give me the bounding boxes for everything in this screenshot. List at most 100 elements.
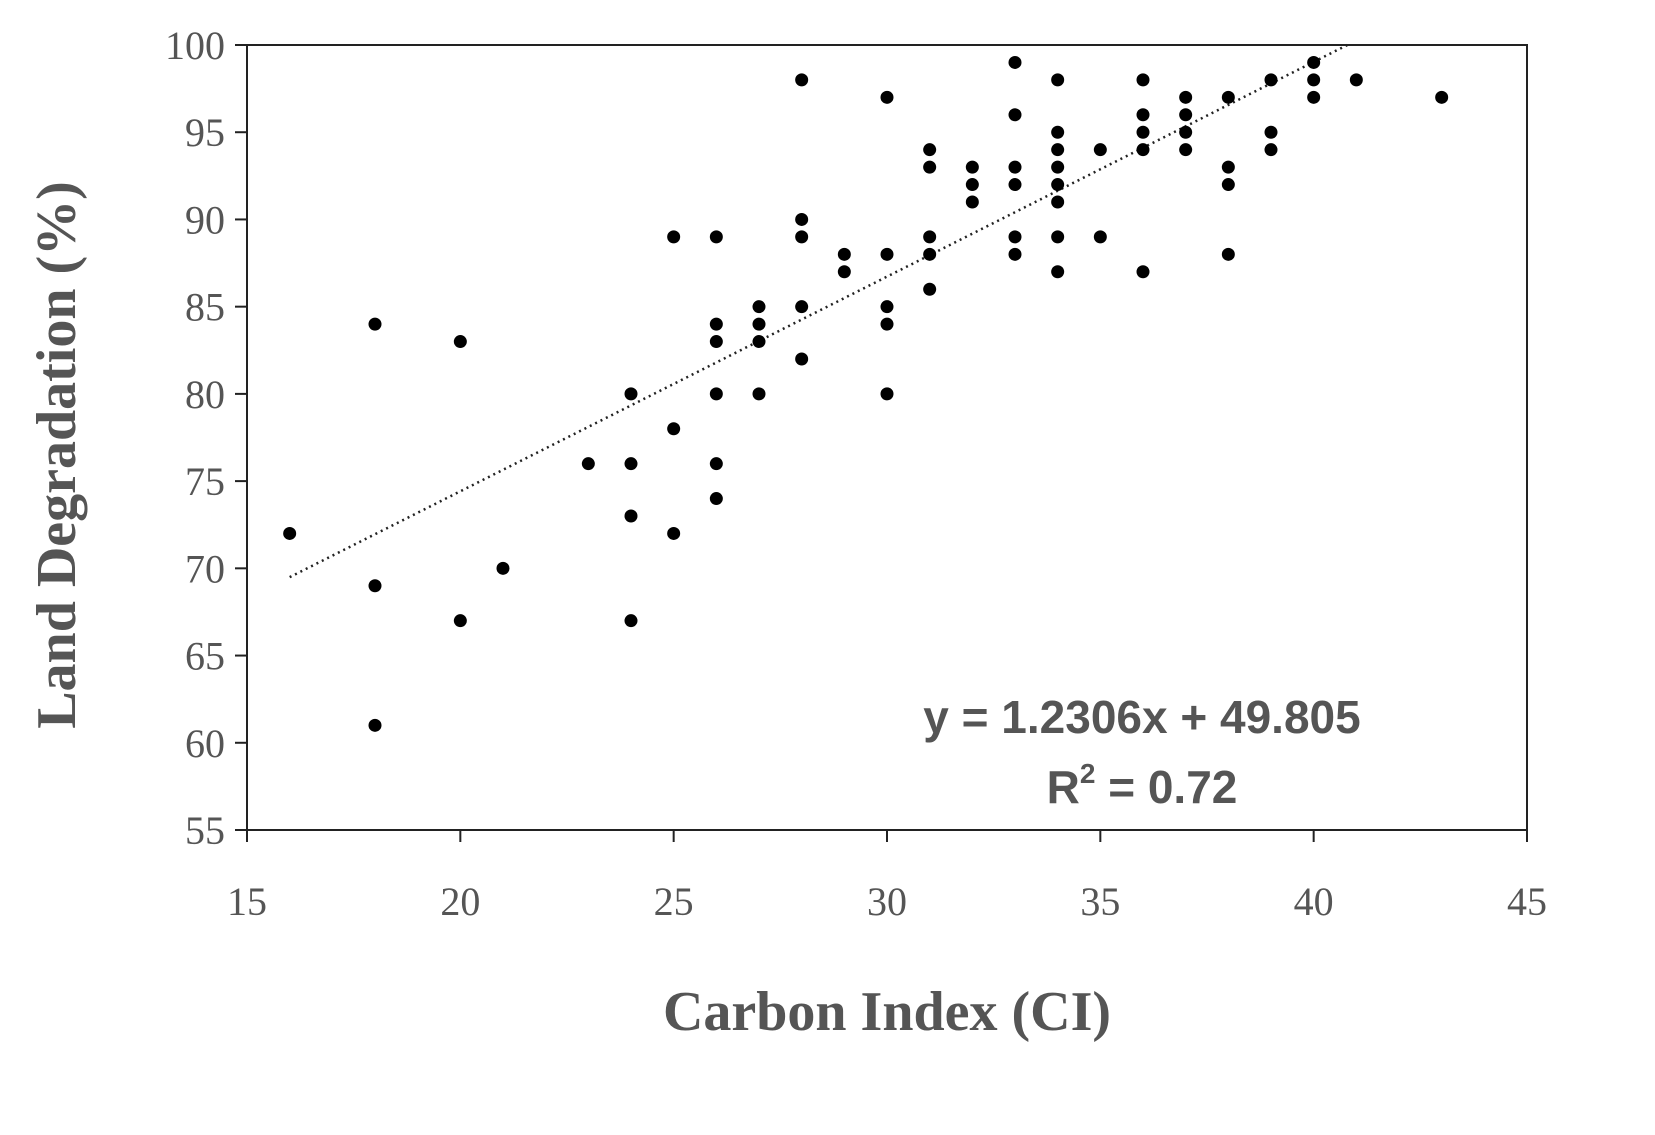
y-tick-label: 85 xyxy=(185,285,225,330)
data-point xyxy=(1051,230,1065,244)
data-point xyxy=(1093,143,1107,157)
data-point xyxy=(837,265,851,279)
data-point xyxy=(1093,230,1107,244)
x-tick-label: 25 xyxy=(654,879,694,924)
data-point xyxy=(923,160,937,174)
data-point xyxy=(1008,247,1022,261)
equation-label: y = 1.2306x + 49.805 xyxy=(923,691,1360,743)
data-point xyxy=(709,457,723,471)
y-tick-label: 95 xyxy=(185,110,225,155)
data-point xyxy=(1051,178,1065,192)
y-tick-label: 60 xyxy=(185,721,225,766)
data-point xyxy=(752,300,766,314)
x-tick-label: 20 xyxy=(440,879,480,924)
data-point xyxy=(709,492,723,506)
data-point xyxy=(837,247,851,261)
x-tick-label: 30 xyxy=(867,879,907,924)
data-point xyxy=(1221,178,1235,192)
data-point xyxy=(880,247,894,261)
data-point xyxy=(624,509,638,523)
x-axis-ticks: 15 20 25 30 35 40 45 xyxy=(227,830,1547,924)
data-point xyxy=(1264,73,1278,87)
y-tick-label: 65 xyxy=(185,634,225,679)
data-point xyxy=(1264,125,1278,139)
data-point xyxy=(1221,90,1235,104)
x-tick-label: 35 xyxy=(1080,879,1120,924)
data-point xyxy=(1136,73,1150,87)
y-axis-ticks: 55 60 65 70 75 80 85 90 95 100 xyxy=(165,23,247,853)
data-point xyxy=(1051,195,1065,209)
data-point xyxy=(1136,143,1150,157)
data-point xyxy=(624,614,638,628)
data-point xyxy=(1307,90,1321,104)
data-point xyxy=(1051,143,1065,157)
data-point xyxy=(880,317,894,331)
data-points xyxy=(283,55,1449,732)
data-point xyxy=(368,718,382,732)
x-tick-label: 45 xyxy=(1507,879,1547,924)
data-point xyxy=(624,387,638,401)
data-point xyxy=(752,317,766,331)
data-point xyxy=(795,352,809,366)
y-tick-label: 55 xyxy=(185,808,225,853)
y-tick-label: 80 xyxy=(185,372,225,417)
data-point xyxy=(1051,265,1065,279)
trendline xyxy=(289,43,1348,579)
data-point xyxy=(709,317,723,331)
data-point xyxy=(709,387,723,401)
data-point xyxy=(880,387,894,401)
data-point xyxy=(624,457,638,471)
data-point xyxy=(965,195,979,209)
data-point xyxy=(1051,125,1065,139)
data-point xyxy=(667,230,681,244)
data-point xyxy=(1307,73,1321,87)
data-point xyxy=(1136,108,1150,122)
data-point xyxy=(923,247,937,261)
data-point xyxy=(1264,143,1278,157)
data-point xyxy=(795,212,809,226)
data-point xyxy=(752,387,766,401)
data-point xyxy=(368,579,382,593)
data-point xyxy=(965,178,979,192)
y-tick-label: 70 xyxy=(185,546,225,591)
data-point xyxy=(923,230,937,244)
data-point xyxy=(667,422,681,436)
y-axis-title: Land Degradation (%) xyxy=(26,181,88,729)
data-point xyxy=(923,282,937,296)
y-tick-label: 100 xyxy=(165,23,225,68)
data-point xyxy=(752,335,766,349)
data-point xyxy=(1307,55,1321,69)
data-point xyxy=(1179,108,1193,122)
data-point xyxy=(453,614,467,628)
data-point xyxy=(1008,55,1022,69)
data-point xyxy=(880,90,894,104)
data-point xyxy=(1136,125,1150,139)
data-point xyxy=(795,300,809,314)
data-point xyxy=(1051,73,1065,87)
data-point xyxy=(880,300,894,314)
data-point xyxy=(283,526,297,540)
y-tick-label: 90 xyxy=(185,197,225,242)
data-point xyxy=(581,457,595,471)
data-point xyxy=(795,230,809,244)
data-point xyxy=(1221,247,1235,261)
data-point xyxy=(1349,73,1363,87)
data-point xyxy=(923,143,937,157)
data-point xyxy=(1179,125,1193,139)
y-tick-label: 75 xyxy=(185,459,225,504)
x-tick-label: 40 xyxy=(1294,879,1334,924)
data-point xyxy=(795,73,809,87)
data-point xyxy=(496,561,510,575)
data-point xyxy=(1136,265,1150,279)
data-point xyxy=(1008,160,1022,174)
data-point xyxy=(1051,160,1065,174)
data-point xyxy=(368,317,382,331)
data-point xyxy=(667,526,681,540)
data-point xyxy=(1179,90,1193,104)
data-point xyxy=(709,230,723,244)
data-point xyxy=(1221,160,1235,174)
data-point xyxy=(453,335,467,349)
data-point xyxy=(1008,108,1022,122)
data-point xyxy=(1435,90,1449,104)
